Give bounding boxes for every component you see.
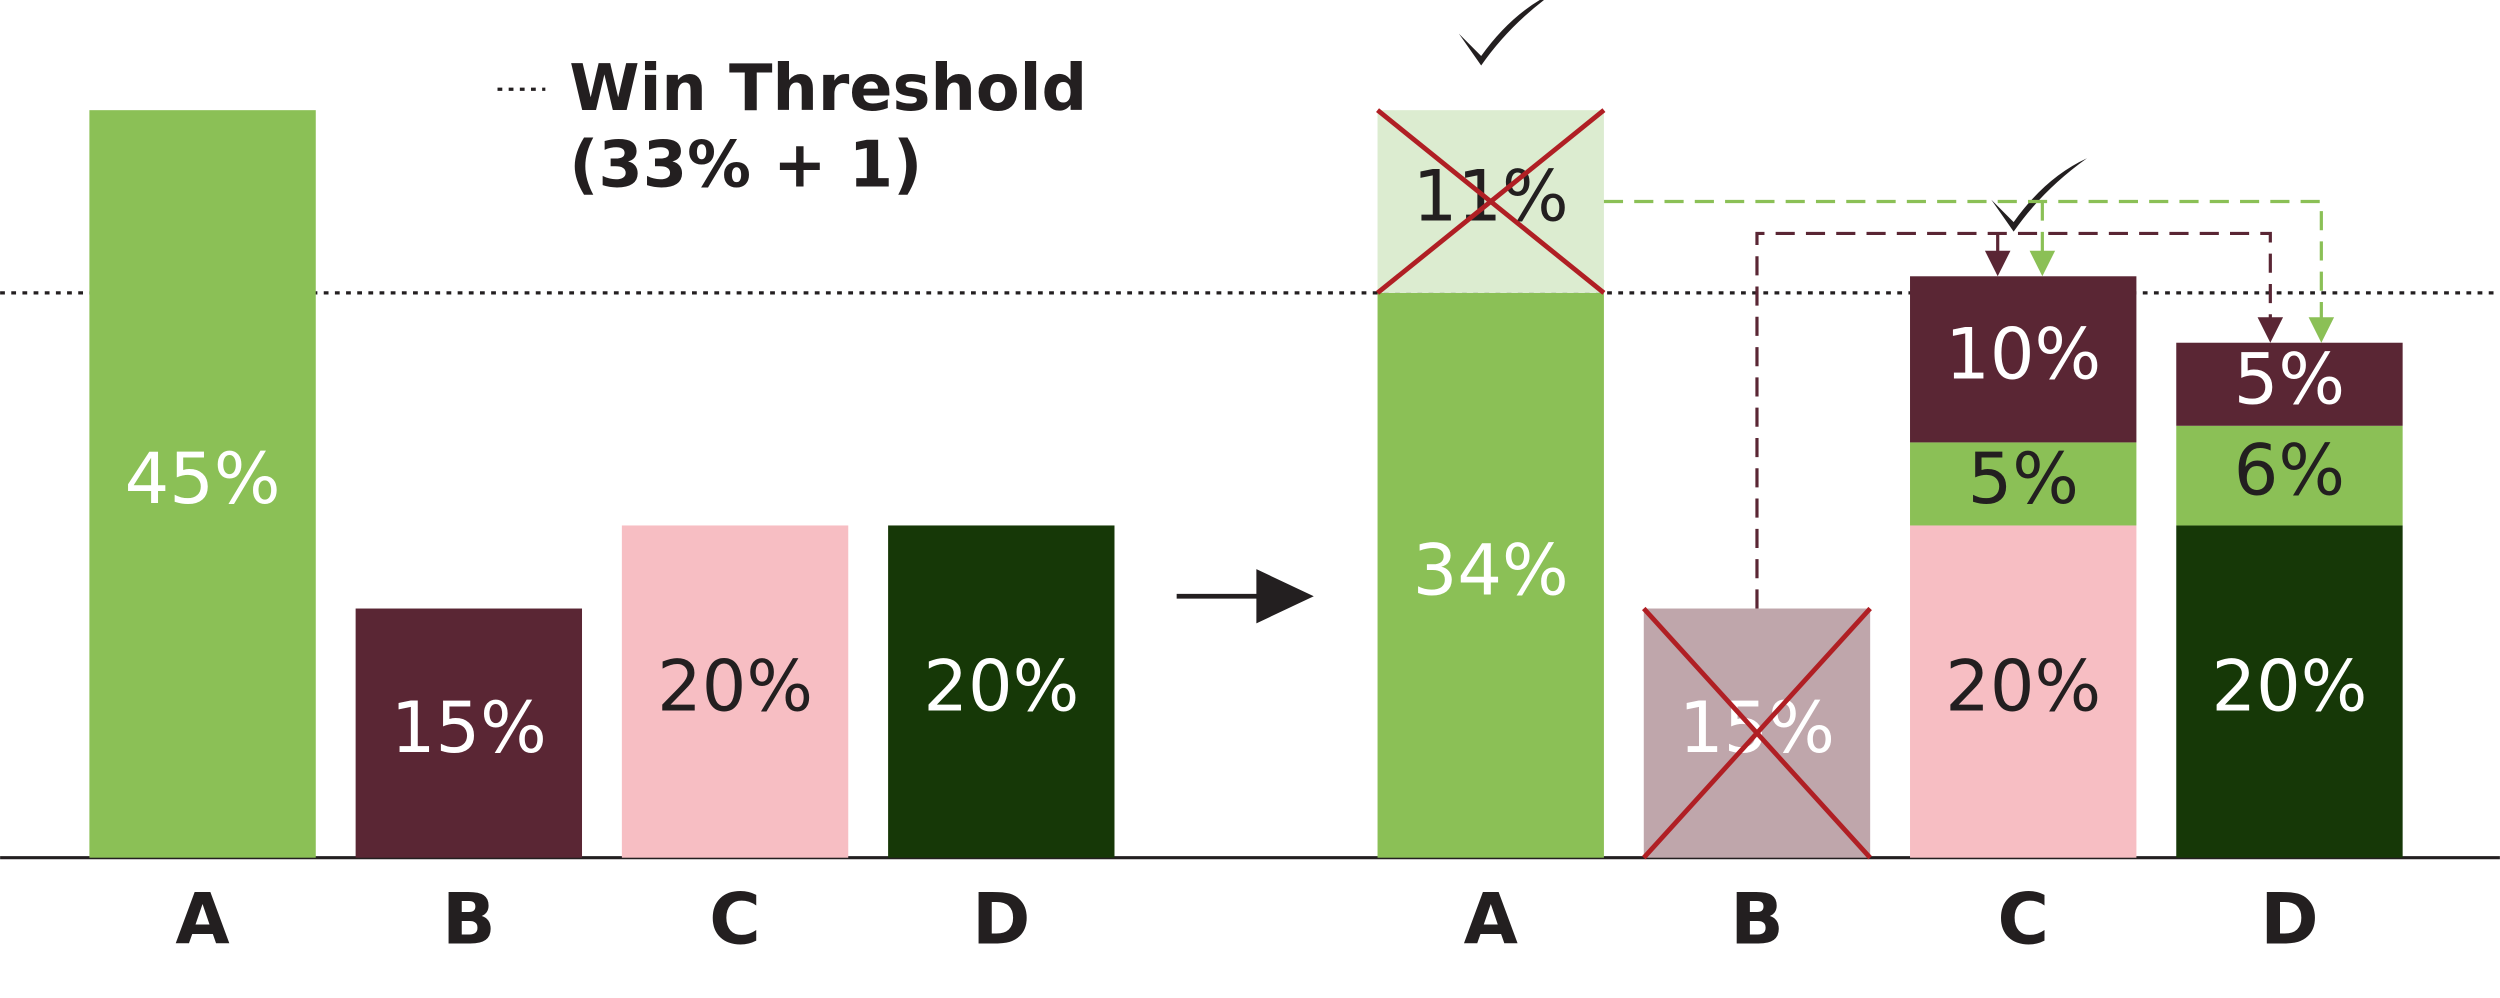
transfer-line xyxy=(1755,231,2272,609)
x-tick-label: B xyxy=(1730,879,1783,961)
legend-label: (33% + 1) xyxy=(569,129,922,203)
cross xyxy=(1376,108,1606,295)
value-label: 10% xyxy=(1945,313,2101,395)
arrow-head xyxy=(1256,569,1314,624)
x-tick-label: C xyxy=(709,879,760,961)
value-label: 6% xyxy=(2234,430,2345,512)
value-label: 20% xyxy=(1945,646,2101,728)
value-label: 45% xyxy=(125,438,281,520)
transfer-head xyxy=(1984,250,2011,277)
transfer-head xyxy=(2029,250,2056,277)
value-label: 11% xyxy=(1413,156,1569,238)
checkmark xyxy=(1458,0,1545,66)
bar xyxy=(355,608,583,858)
bar-segment xyxy=(1910,442,2137,526)
value-label: 20% xyxy=(657,646,813,728)
bar-segment xyxy=(1910,276,2137,443)
checkmark xyxy=(1991,158,2087,232)
value-label: 20% xyxy=(923,646,1079,728)
value-label: 5% xyxy=(1968,438,2079,520)
cross xyxy=(1642,606,1872,860)
transfer-head xyxy=(2257,317,2284,343)
transfer-head xyxy=(2308,317,2335,343)
bar xyxy=(89,110,316,858)
x-tick-label: B xyxy=(442,879,495,961)
value-label: 34% xyxy=(1413,529,1569,611)
bar-segment xyxy=(1910,525,2137,858)
legend-label: Win Threshold xyxy=(569,52,1087,126)
bar xyxy=(888,525,1115,858)
bar-segment xyxy=(2176,342,2403,426)
x-tick-label: D xyxy=(2260,879,2318,961)
x-tick-label: C xyxy=(1997,879,2048,961)
value-label: 15% xyxy=(391,687,547,769)
value-label: 20% xyxy=(2212,646,2368,728)
bar-segment xyxy=(2176,525,2403,858)
value-label: 15% xyxy=(1679,687,1835,769)
bar xyxy=(621,525,849,858)
x-tick-label: D xyxy=(972,879,1030,961)
bar-segment xyxy=(2176,425,2403,526)
x-tick-label: A xyxy=(175,879,229,961)
x-tick-label: A xyxy=(1464,879,1518,961)
bar-segment xyxy=(1377,292,1604,858)
value-label: 5% xyxy=(2234,338,2345,420)
